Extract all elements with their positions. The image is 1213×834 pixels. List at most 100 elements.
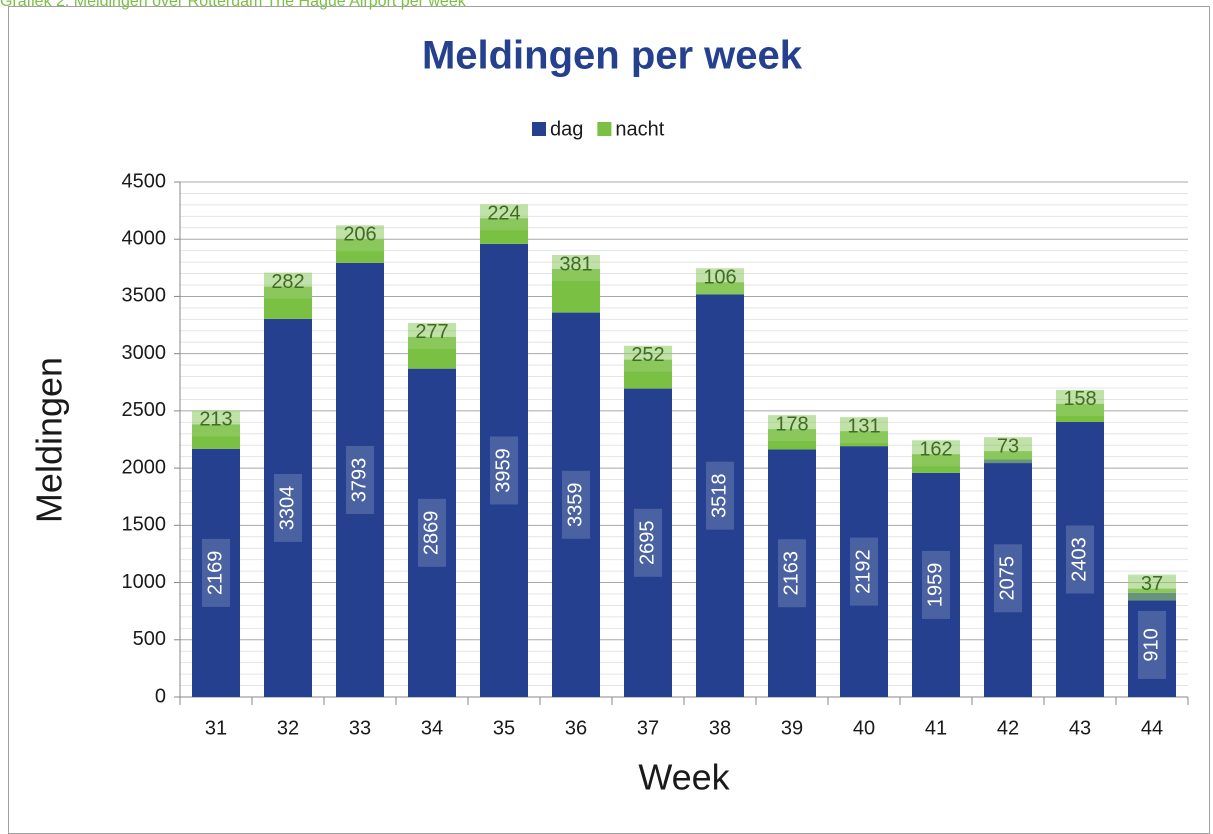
value-label-box	[418, 498, 446, 567]
value-label-box	[1066, 525, 1094, 594]
bar-segment	[480, 243, 528, 698]
value-label: 381	[559, 253, 592, 275]
x-tick-label: 31	[205, 717, 227, 739]
value-label: 213	[199, 409, 232, 431]
y-tick-label: 0	[155, 685, 166, 707]
y-tick-label: 500	[133, 628, 166, 650]
value-label-box	[552, 254, 600, 281]
value-label: 2869	[420, 511, 442, 556]
value-label-box	[1128, 574, 1176, 601]
value-label-box	[994, 544, 1022, 613]
value-label: 2695	[636, 521, 658, 566]
legend-swatch	[532, 122, 546, 136]
value-label-box	[706, 461, 734, 530]
value-label: 162	[919, 439, 952, 461]
value-label: 2163	[780, 551, 802, 596]
y-tick-label: 4500	[122, 170, 167, 192]
x-tick-label: 36	[565, 717, 587, 739]
value-label: 3959	[492, 448, 514, 493]
value-label: 2192	[852, 549, 874, 594]
value-label: 277	[415, 321, 448, 343]
value-label-box	[984, 437, 1032, 464]
x-tick-label: 40	[853, 717, 875, 739]
y-tick-label: 3500	[122, 285, 167, 307]
x-tick-label: 39	[781, 717, 803, 739]
y-tick-label: 1500	[122, 514, 167, 536]
value-label-box	[696, 268, 744, 295]
value-label: 2075	[996, 556, 1018, 601]
value-label: 910	[1140, 628, 1162, 661]
value-label-box	[912, 440, 960, 467]
value-label-box	[778, 539, 806, 608]
value-label-box	[634, 508, 662, 577]
bar-segment	[840, 446, 888, 697]
x-tick-label: 37	[637, 717, 659, 739]
chart-title: Meldingen per week	[422, 34, 803, 78]
value-label: 131	[847, 415, 880, 437]
bar-segment	[1056, 421, 1104, 697]
value-label: 2169	[204, 551, 226, 596]
value-label-box	[850, 537, 878, 606]
x-tick-label: 42	[997, 717, 1019, 739]
x-tick-label: 34	[421, 717, 443, 739]
value-label: 3518	[708, 473, 730, 518]
y-tick-label: 2500	[122, 399, 167, 421]
value-label-box	[1056, 389, 1104, 416]
value-label: 2403	[1068, 537, 1090, 582]
value-label: 37	[1141, 573, 1163, 595]
bar-segment	[192, 448, 240, 697]
value-label: 3359	[564, 483, 586, 527]
x-tick-label: 32	[277, 717, 299, 739]
bar-segment	[1128, 592, 1176, 697]
value-label: 282	[271, 271, 304, 293]
x-tick-label: 41	[925, 717, 947, 739]
x-tick-label: 38	[709, 717, 731, 739]
x-tick-label: 44	[1141, 717, 1163, 739]
value-label-box	[480, 204, 528, 231]
x-tick-label: 35	[493, 717, 515, 739]
value-label-box	[274, 473, 302, 542]
bar-segment	[264, 318, 312, 697]
value-label: 3793	[348, 458, 370, 503]
value-label: 178	[775, 413, 808, 435]
value-label-box	[840, 417, 888, 444]
y-tick-label: 3000	[122, 342, 167, 364]
value-label-box	[192, 410, 240, 437]
value-label: 224	[487, 203, 520, 225]
value-label-box	[408, 322, 456, 349]
x-tick-label: 43	[1069, 717, 1091, 739]
value-label: 206	[343, 224, 376, 246]
value-label-box	[922, 550, 950, 619]
value-label: 158	[1063, 388, 1096, 410]
bar-segment	[624, 388, 672, 697]
y-axis-label: Meldingen	[29, 357, 70, 523]
bar-segment	[696, 294, 744, 697]
legend: dag nacht	[532, 118, 665, 140]
value-label: 106	[703, 267, 736, 289]
bar-segment	[552, 312, 600, 697]
value-label: 3304	[276, 486, 298, 530]
bar-segment	[912, 472, 960, 697]
x-tick-label: 33	[349, 717, 371, 739]
value-label: 73	[997, 435, 1019, 457]
value-label-box	[490, 436, 518, 505]
legend-swatch	[597, 122, 612, 136]
bar-segment	[984, 459, 1032, 697]
y-tick-label: 4000	[122, 228, 167, 250]
value-label-box	[562, 470, 590, 539]
value-label-box	[1138, 610, 1166, 679]
caption: Grafiek 2: Meldingen over Rotterdam The …	[0, 0, 467, 10]
value-label-box	[264, 272, 312, 299]
y-tick-label: 2000	[122, 456, 167, 478]
legend-label: dag	[550, 118, 583, 140]
value-label-box	[768, 415, 816, 442]
x-axis-label: Week	[638, 757, 730, 798]
legend-label: nacht	[615, 118, 664, 140]
bar-segment	[768, 449, 816, 697]
value-label: 1959	[924, 563, 946, 608]
value-label-box	[624, 345, 672, 372]
bar-segment	[408, 368, 456, 697]
value-label-box	[202, 538, 230, 607]
value-label: 252	[631, 344, 664, 366]
value-label-box	[346, 445, 374, 514]
